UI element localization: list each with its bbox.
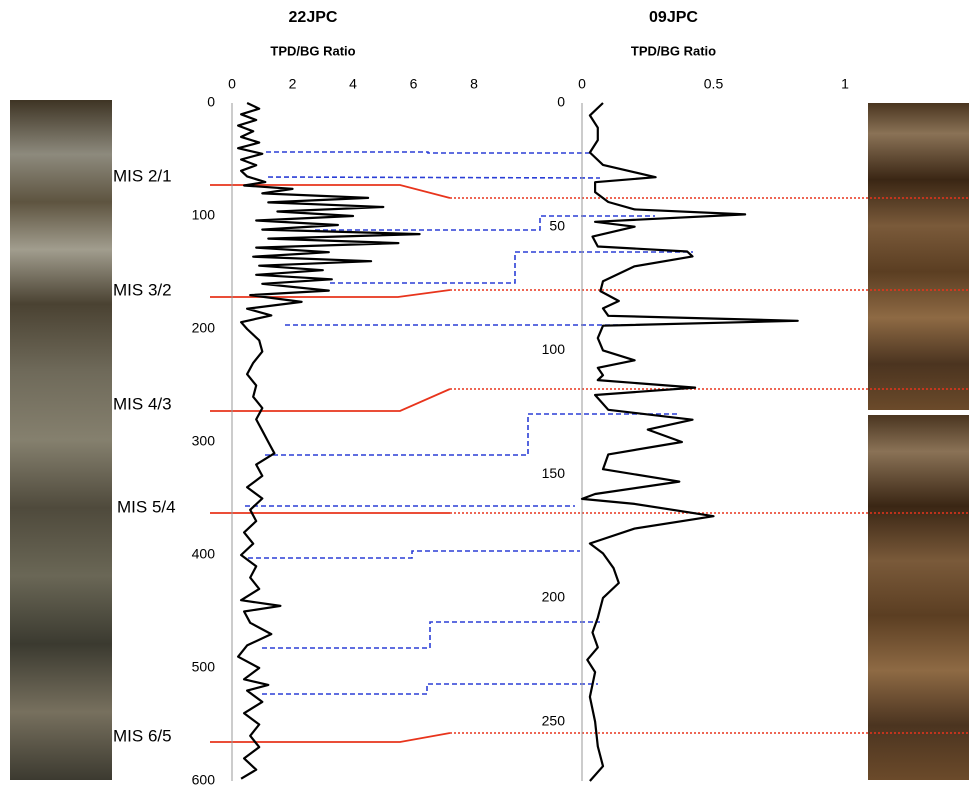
x-tick-label: 6	[410, 76, 418, 92]
core-image	[868, 415, 969, 780]
chart-title: 22JPC	[289, 9, 338, 26]
stage-label: MIS 5/4	[117, 497, 176, 516]
core-image	[868, 103, 969, 410]
y-tick-label: 600	[192, 772, 216, 787]
core-image	[10, 100, 112, 780]
y-tick-label: 100	[192, 207, 216, 223]
x-tick-label: 8	[470, 76, 478, 92]
ratio-line	[580, 102, 799, 782]
y-tick-label: 200	[192, 320, 216, 336]
ratio-line	[237, 102, 421, 780]
x-tick-label: 0	[578, 76, 586, 92]
tie-lines	[245, 151, 693, 695]
y-tick-label: 100	[542, 341, 566, 357]
y-tick-label: 400	[192, 546, 216, 562]
chart-title: 09JPC	[649, 9, 698, 26]
stage-label: MIS 3/2	[113, 280, 172, 299]
x-axis-label: TPD/BG Ratio	[270, 43, 355, 58]
stage-label: MIS 4/3	[113, 394, 172, 413]
y-tick-label: 200	[542, 589, 566, 605]
y-tick-label: 0	[207, 94, 215, 110]
stage-label: MIS 2/1	[113, 166, 172, 185]
y-tick-label: 150	[542, 465, 566, 481]
x-axis-label: TPD/BG Ratio	[631, 43, 716, 58]
y-tick-label: 250	[542, 712, 566, 728]
x-tick-label: 2	[289, 76, 297, 92]
y-tick-label: 0	[557, 94, 565, 110]
y-tick-label: 300	[192, 433, 216, 449]
x-tick-label: 1	[841, 76, 849, 92]
y-tick-label: 50	[549, 217, 565, 233]
x-tick-label: 0.5	[704, 76, 724, 92]
y-tick-label: 500	[192, 659, 216, 675]
x-tick-label: 0	[228, 76, 236, 92]
x-tick-label: 4	[349, 76, 357, 92]
stage-label: MIS 6/5	[113, 726, 172, 745]
stage-boundaries	[210, 184, 969, 743]
